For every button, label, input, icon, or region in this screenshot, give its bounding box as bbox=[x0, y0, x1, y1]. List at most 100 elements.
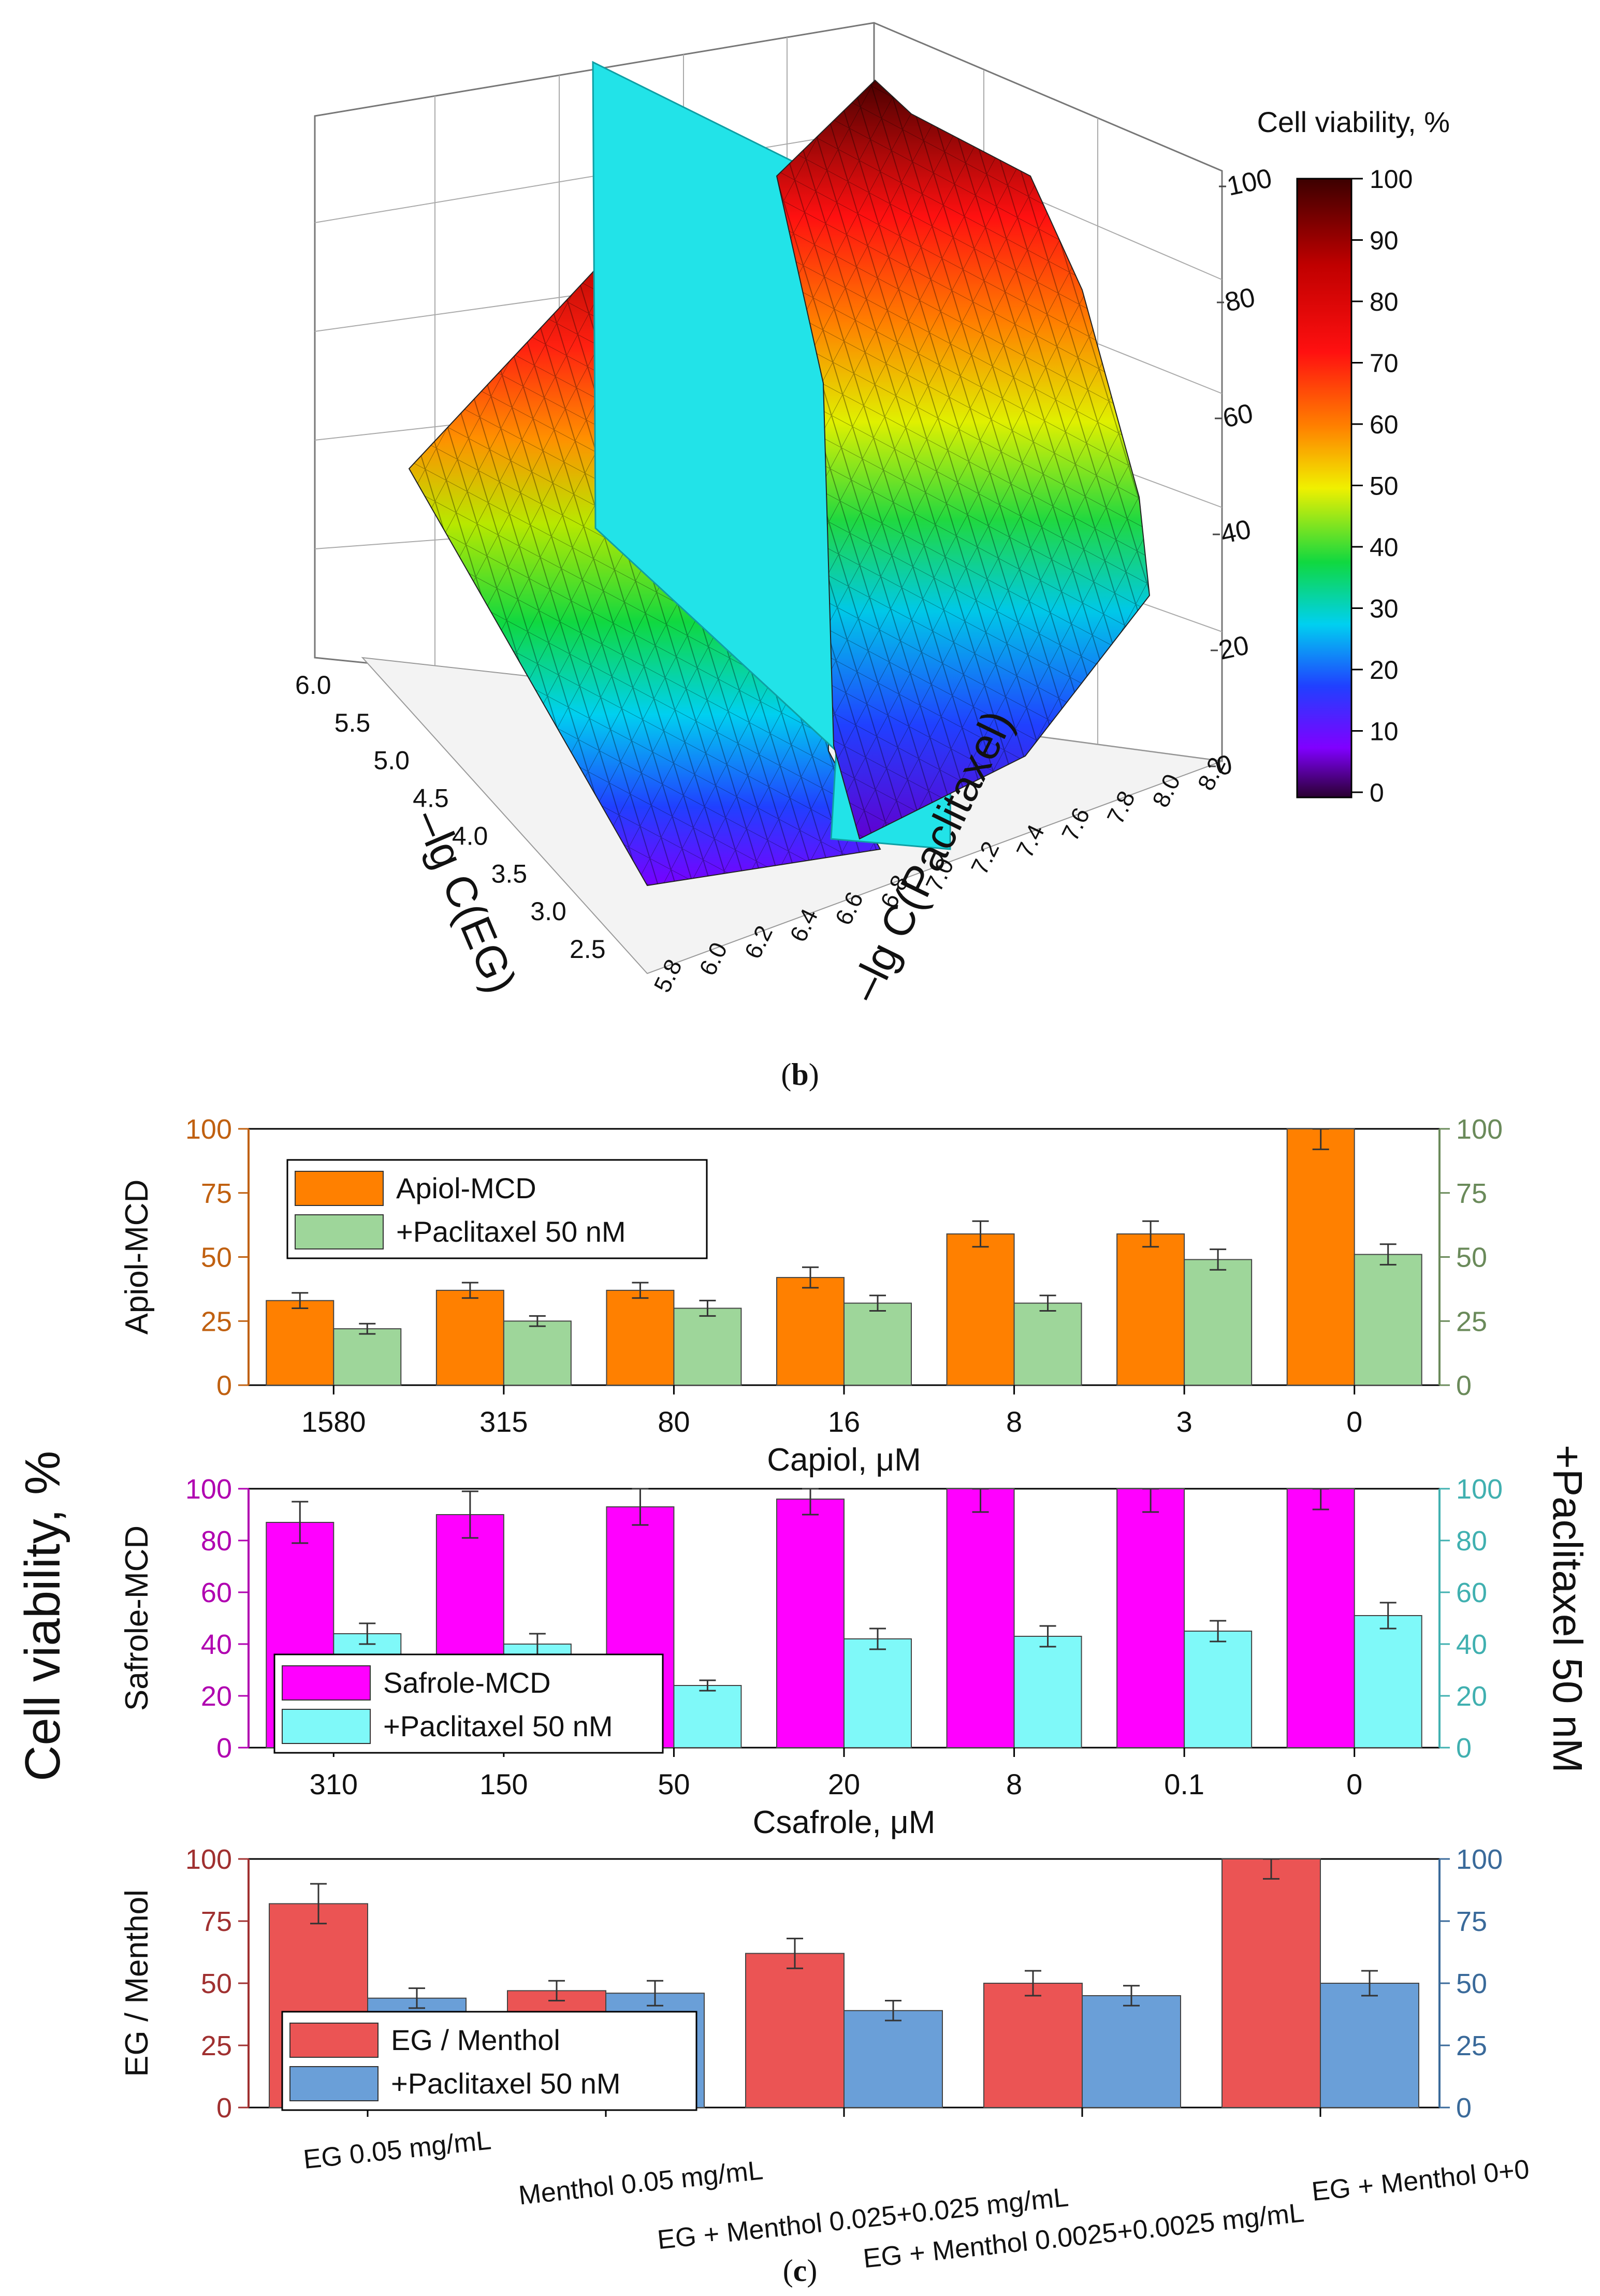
bar bbox=[266, 1300, 334, 1386]
y-tick-label-left: 60 bbox=[201, 1577, 232, 1608]
panel-c-bar-charts: Cell viability, % +Paclitaxel 50 nM 0 0 25… bbox=[15, 1114, 1591, 2288]
x-tick-label: 315 bbox=[479, 1405, 528, 1438]
bar bbox=[1116, 1233, 1185, 1386]
y-tick-label-right: 40 bbox=[1456, 1629, 1487, 1660]
y-axis-label: Apiol-MCD bbox=[119, 1180, 155, 1335]
y-tick-label-left: 50 bbox=[201, 1968, 232, 1999]
y-tick-label-right: 0 bbox=[1456, 1733, 1472, 1764]
bar bbox=[1320, 1983, 1419, 2108]
bar bbox=[946, 1233, 1015, 1386]
y-axis-ticks: 2.53.03.54.04.55.05.56.0 bbox=[295, 671, 606, 964]
colorbar-tick-label: 40 bbox=[1370, 533, 1399, 562]
x-tick-label: 8 bbox=[1006, 1768, 1022, 1800]
bar bbox=[745, 1953, 845, 2108]
x-tick-label: 150 bbox=[479, 1768, 528, 1800]
bar bbox=[843, 1302, 912, 1386]
y-tick-label-right: 50 bbox=[1456, 1968, 1487, 1999]
y-tick-label-left: 75 bbox=[201, 1906, 232, 1937]
colorbar-tick-label: 0 bbox=[1370, 778, 1384, 807]
y-tick-label-left: 25 bbox=[201, 2030, 232, 2061]
y-tick-label-left: 75 bbox=[201, 1178, 232, 1209]
colorbar-tick-label: 90 bbox=[1370, 226, 1399, 255]
y-tick-label: 6.0 bbox=[295, 671, 331, 700]
bar bbox=[503, 1320, 572, 1386]
x-tick-label: 1580 bbox=[301, 1405, 366, 1438]
y-tick-label-right: 75 bbox=[1456, 1906, 1487, 1937]
legend-swatch bbox=[282, 1665, 371, 1701]
bar bbox=[843, 1638, 912, 1748]
legend-label: Apiol-MCD bbox=[396, 1172, 536, 1204]
surface-right bbox=[776, 79, 1151, 840]
colorbar-tick-label: 80 bbox=[1370, 287, 1399, 316]
legend-label: +Paclitaxel 50 nM bbox=[383, 1710, 613, 1742]
x-tick-label: EG + Menthol 0+0 bbox=[1310, 2154, 1531, 2207]
x-tick-label: 310 bbox=[310, 1768, 358, 1800]
y-tick-label: 4.0 bbox=[452, 821, 488, 850]
panel-b-label: (b) bbox=[781, 1057, 819, 1092]
legend-label: Safrole-MCD bbox=[383, 1666, 551, 1699]
y-tick-label-left: 50 bbox=[201, 1242, 232, 1273]
z-tick-label: 100 bbox=[1224, 163, 1274, 202]
x-tick-label: 0 bbox=[1346, 1405, 1362, 1438]
y-tick-label-left: 80 bbox=[201, 1525, 232, 1557]
bar bbox=[1116, 1488, 1185, 1748]
y-tick-label-right: 20 bbox=[1456, 1681, 1487, 1712]
colorbar-tick-label: 50 bbox=[1370, 472, 1399, 501]
chart-apiol: 0 0 25 25 50 50 75 75 100 100 1580 315 80 16 8 3 0 Apiol-… bbox=[119, 1114, 1503, 1478]
bar bbox=[435, 1289, 504, 1386]
y-tick-label-left: 0 bbox=[216, 1370, 232, 1401]
legend-label: +Paclitaxel 50 nM bbox=[391, 2067, 621, 2100]
legend-label: EG / Menthol bbox=[391, 2024, 560, 2056]
legend-swatch bbox=[295, 1214, 384, 1249]
colorbar-tick-label: 70 bbox=[1370, 349, 1399, 378]
chart-safrole: 0 0 20 20 40 40 60 60 80 80 100 100 310 150 50 20 8 0.1 0 S… bbox=[119, 1474, 1503, 1840]
shared-y-label-left: Cell viability, % bbox=[15, 1451, 70, 1781]
colorbar-tick-label: 100 bbox=[1370, 165, 1413, 194]
legend-swatch bbox=[289, 2023, 379, 2058]
y-tick-label-left: 25 bbox=[201, 1306, 232, 1337]
bar bbox=[1286, 1488, 1355, 1748]
y-tick-label: 3.5 bbox=[491, 859, 528, 888]
y-axis-label: EG / Menthol bbox=[119, 1890, 155, 2077]
x-tick-label: Menthol 0.05 mg/mL bbox=[517, 2155, 764, 2211]
bar bbox=[946, 1488, 1015, 1748]
y-tick-label-right: 100 bbox=[1456, 1114, 1503, 1145]
x-tick-label: 8 bbox=[1006, 1405, 1022, 1438]
bar bbox=[673, 1307, 742, 1386]
y-tick-label-right: 25 bbox=[1456, 1306, 1487, 1337]
bar bbox=[1013, 1302, 1082, 1386]
y-tick-label-left: 0 bbox=[216, 1733, 232, 1764]
y-tick-label-right: 25 bbox=[1456, 2030, 1487, 2061]
legend-swatch bbox=[289, 2066, 379, 2101]
bar bbox=[1082, 1995, 1181, 2108]
y-tick-label: 2.5 bbox=[570, 935, 606, 964]
y-tick-label-left: 0 bbox=[216, 2092, 232, 2124]
y-tick-label-right: 80 bbox=[1456, 1525, 1487, 1557]
x-tick-label: 0.1 bbox=[1164, 1768, 1204, 1800]
colorbar-title: Cell viability, % bbox=[1257, 106, 1450, 138]
bar bbox=[776, 1277, 845, 1386]
x-axis-label: Csafrole, μM bbox=[753, 1805, 936, 1840]
z-tick-label: 80 bbox=[1222, 282, 1258, 318]
y-tick-label-right: 0 bbox=[1456, 1370, 1472, 1401]
y-tick-label-right: 50 bbox=[1456, 1242, 1487, 1273]
legend-swatch bbox=[282, 1709, 371, 1744]
shared-y-label-right: +Paclitaxel 50 nM bbox=[1545, 1445, 1591, 1773]
bar bbox=[776, 1499, 845, 1748]
bar bbox=[843, 2010, 943, 2109]
bar bbox=[673, 1685, 742, 1748]
legend-swatch bbox=[295, 1171, 384, 1206]
colorbar-tick-label: 20 bbox=[1370, 656, 1399, 685]
panel-c-label: (c) bbox=[783, 2254, 818, 2288]
y-tick-label-left: 100 bbox=[185, 1844, 232, 1875]
y-tick-label-right: 0 bbox=[1456, 2092, 1472, 2124]
y-tick-label: 3.0 bbox=[530, 897, 566, 926]
bar bbox=[1013, 1636, 1082, 1748]
legend-label: +Paclitaxel 50 nM bbox=[396, 1215, 626, 1248]
y-tick-label-left: 20 bbox=[201, 1681, 232, 1712]
y-tick-label-right: 60 bbox=[1456, 1577, 1487, 1608]
colorbar-tick-label: 30 bbox=[1370, 594, 1399, 623]
